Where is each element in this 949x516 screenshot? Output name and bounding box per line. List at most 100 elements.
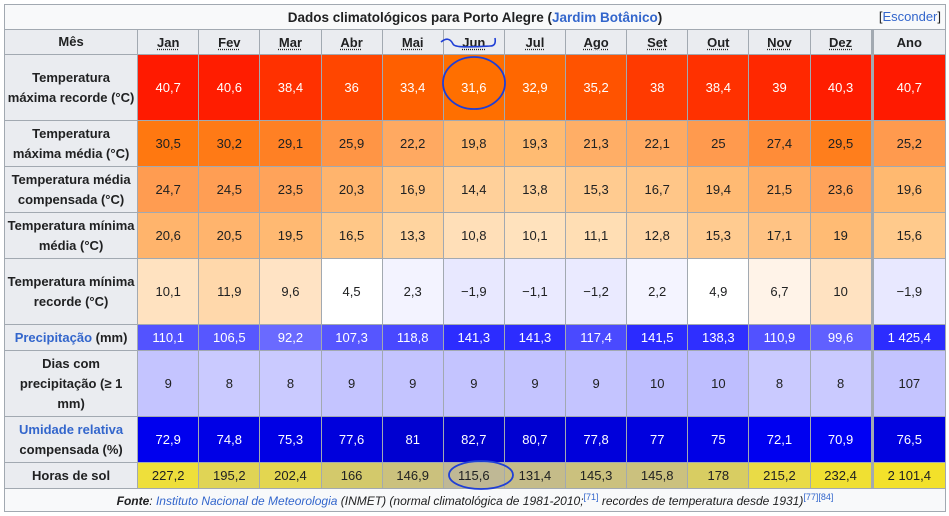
data-cell: 20,3 <box>320 166 383 213</box>
data-cell: 10 <box>687 350 750 417</box>
data-cell: 21,5 <box>748 166 811 213</box>
row-label: Temperatura máxima média (°C) <box>3 120 139 167</box>
jardim-botanico-link[interactable]: Jardim Botânico <box>552 9 658 25</box>
data-cell: 141,3 <box>442 324 505 351</box>
data-cell: 16,5 <box>320 212 383 259</box>
header-month-fev: Fev <box>198 29 261 55</box>
month-abbr: Jun <box>462 34 486 50</box>
month-abbr: Dez <box>829 34 853 50</box>
data-cell: 99,6 <box>809 324 873 351</box>
data-cell: 81 <box>381 416 444 463</box>
table-row: Temperatura máxima recorde (°C) 40,7 40,6 3… <box>3 54 947 121</box>
header-month-dez: Dez <box>809 29 873 55</box>
data-cell: 75,3 <box>259 416 322 463</box>
data-cell: 38,4 <box>259 54 322 121</box>
source-label: Fonte <box>116 494 150 508</box>
year-cell: 40,7 <box>870 54 947 121</box>
data-cell: 16,9 <box>381 166 444 213</box>
data-cell: 10,8 <box>442 212 505 259</box>
reference-84[interactable]: [84] <box>818 492 834 502</box>
data-cell: −1,9 <box>442 258 505 325</box>
header-month-ago: Ago <box>565 29 628 55</box>
year-cell: 15,6 <box>870 212 947 259</box>
inmet-link[interactable]: Instituto Nacional de Meteorologia <box>155 494 338 508</box>
data-cell: 10,1 <box>503 212 567 259</box>
data-cell: 77,6 <box>320 416 383 463</box>
table-title-suffix: ) <box>657 9 663 25</box>
data-cell: 30,5 <box>137 120 200 167</box>
data-cell: 19,8 <box>442 120 505 167</box>
data-cell: 15,3 <box>687 212 750 259</box>
data-cell: 40,6 <box>198 54 261 121</box>
header-month-jan: Jan <box>137 29 200 55</box>
data-cell: 107,3 <box>320 324 383 351</box>
row-label: Umidade relativa compensada (%) <box>3 416 139 463</box>
header-month-jun: Jun <box>442 29 505 55</box>
data-cell: 11,9 <box>198 258 261 325</box>
data-cell: 33,4 <box>381 54 444 121</box>
data-cell: 75 <box>687 416 750 463</box>
year-cell: 1 425,4 <box>870 324 947 351</box>
row-label-link[interactable]: Umidade relativa <box>19 421 124 437</box>
data-cell: 13,3 <box>381 212 444 259</box>
data-cell: 8 <box>809 350 873 417</box>
data-cell: 40,7 <box>137 54 200 121</box>
data-cell: 29,1 <box>259 120 322 167</box>
table-row: Temperatura média compensada (°C) 24,7 24,… <box>3 166 947 213</box>
month-abbr: Jul <box>525 34 545 50</box>
data-cell: 20,5 <box>198 212 261 259</box>
data-cell: 36 <box>320 54 383 121</box>
data-cell: 14,4 <box>442 166 505 213</box>
data-cell: 25 <box>687 120 750 167</box>
data-cell: 8 <box>259 350 322 417</box>
data-cell: 131,4 <box>503 462 567 489</box>
data-cell: 30,2 <box>198 120 261 167</box>
data-cell: 38,4 <box>687 54 750 121</box>
source-text-1: (INMET) (normal climatológica de 1981-20… <box>337 494 584 508</box>
data-cell: 17,1 <box>748 212 811 259</box>
table-row: Temperatura mínima média (°C) 20,6 20,5 19,… <box>3 212 947 259</box>
hide-bracket-open: [ <box>878 9 883 24</box>
hide-toggle: [Esconder] <box>879 9 941 24</box>
data-cell: 13,8 <box>503 166 567 213</box>
table-row: Dias com precipitação (≥ 1 mm) 9 8 8 9 9 9 9 9 10… <box>3 350 947 417</box>
data-cell: 70,9 <box>809 416 873 463</box>
data-cell: 22,1 <box>626 120 689 167</box>
source-text-2: recordes de temperatura desde 1931) <box>598 494 804 508</box>
row-label: Temperatura média compensada (°C) <box>3 166 139 213</box>
month-abbr: Abr <box>340 34 363 50</box>
row-label: Precipitação (mm) <box>3 324 139 351</box>
header-month-label: Mês <box>3 29 139 55</box>
month-abbr: Mai <box>401 34 424 50</box>
year-cell: 76,5 <box>870 416 947 463</box>
data-cell: 31,6 <box>442 54 505 121</box>
data-cell: 74,8 <box>198 416 261 463</box>
table-row: Temperatura mínima recorde (°C) 10,1 11,9 9… <box>3 258 947 325</box>
data-cell: 232,4 <box>809 462 873 489</box>
row-label-link[interactable]: Precipitação <box>14 329 93 345</box>
data-cell: 115,6 <box>442 462 505 489</box>
year-cell: 107 <box>870 350 947 417</box>
data-cell: 24,7 <box>137 166 200 213</box>
reference-77[interactable]: [77] <box>803 492 819 502</box>
month-abbr: Nov <box>767 34 792 50</box>
row-label-suffix: (mm) <box>92 329 128 345</box>
data-cell: 8 <box>198 350 261 417</box>
data-cell: 145,3 <box>565 462 628 489</box>
data-cell: 77,8 <box>565 416 628 463</box>
table-row: Temperatura máxima média (°C) 30,5 30,2 29,… <box>3 120 947 167</box>
hide-button[interactable]: Esconder <box>882 9 938 24</box>
data-cell: 6,7 <box>748 258 811 325</box>
data-cell: 8 <box>748 350 811 417</box>
data-cell: 10 <box>809 258 873 325</box>
data-cell: 178 <box>687 462 750 489</box>
year-cell: 2 101,4 <box>870 462 947 489</box>
reference-71[interactable]: [71] <box>583 492 599 502</box>
header-month-mai: Mai <box>381 29 444 55</box>
data-cell: 202,4 <box>259 462 322 489</box>
header-year: Ano <box>870 29 947 55</box>
row-label: Temperatura mínima recorde (°C) <box>3 258 139 325</box>
data-cell: 32,9 <box>503 54 567 121</box>
data-cell: 27,4 <box>748 120 811 167</box>
data-cell: 39 <box>748 54 811 121</box>
